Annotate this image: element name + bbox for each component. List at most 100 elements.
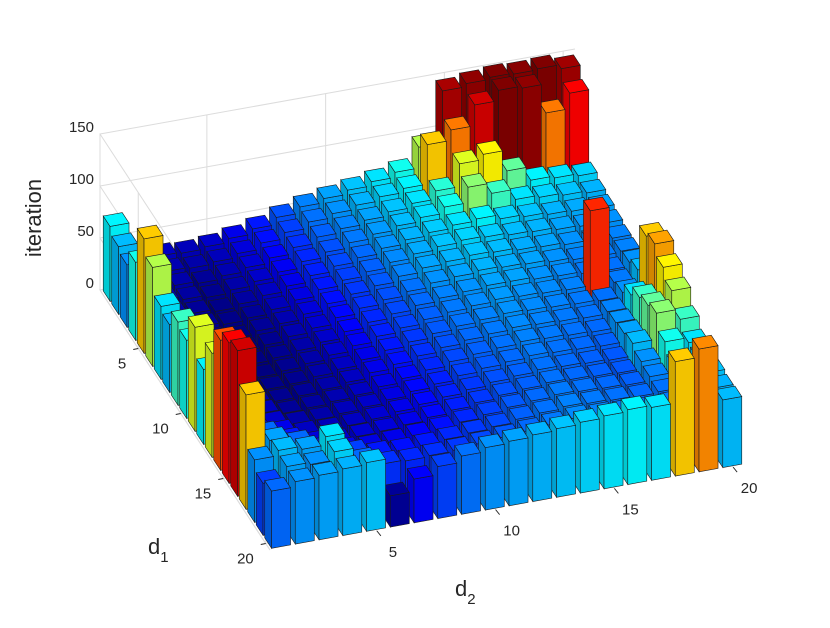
bar-top [437,425,465,440]
y-tick-label: 5 [118,355,126,372]
bar-top [340,411,368,426]
bar-top [467,388,495,404]
bar-top [277,218,305,233]
bar-top [247,445,275,461]
bar-top [542,247,570,263]
bar-side [119,253,128,329]
bar-side [145,256,153,368]
bar-top [419,130,447,145]
x-tick-label: 20 [741,480,758,497]
label-sub: 1 [160,549,168,566]
bar-top [272,309,300,325]
bar-top [370,372,398,388]
bar-top [136,224,164,240]
bar-top [469,204,497,220]
bar-top [657,327,685,343]
bar-top [547,380,575,396]
bar-top [358,257,386,273]
bar-top [492,204,520,220]
bar-side [264,479,272,550]
bar-top [301,207,329,223]
bar-top [341,228,369,244]
bar-top [287,467,315,482]
bar-top [406,464,434,480]
bar-side [179,328,187,420]
bar-top [214,261,242,277]
bar-top [369,322,397,337]
bar-front [651,403,671,481]
bar-front [722,396,743,468]
bar-top [440,298,468,313]
bar-side [213,328,221,472]
bar-top [324,199,352,214]
bar-top [559,275,587,291]
bar-top [416,305,444,320]
bar-top [414,253,442,269]
bar-top [328,303,356,319]
bar-top [330,355,358,370]
bar-top [365,220,393,235]
bar-top [460,418,488,434]
bar-top [199,283,227,298]
bar-front [674,357,695,477]
bar-top [274,356,302,372]
bar-top [431,284,459,299]
bar-top [387,158,415,173]
bar-top [296,300,324,315]
bar-top [326,437,354,453]
bar-top [647,229,675,245]
bar-top [572,408,600,423]
bar-front [532,431,553,502]
bar-top [601,346,629,361]
bar-front [579,418,600,494]
bar-top [421,441,449,456]
bar-top [268,203,296,218]
bar-top [464,291,492,307]
bar-top [263,295,291,310]
x-tick-label: 15 [622,501,639,518]
bar-front [342,465,363,536]
bar-top [229,239,257,254]
bar-top [457,326,485,341]
bar-side [247,448,255,524]
bar-top [304,314,332,329]
bar-front [294,477,315,545]
bar-top [426,370,454,385]
bar-top [306,362,334,378]
bar-top [667,347,695,362]
bar-top [627,382,655,398]
bar-top [499,156,527,172]
z-tick-label: 50 [77,223,94,240]
bar-front [698,345,719,473]
bar-top [571,377,599,392]
bar-side [136,227,145,355]
bar-top [302,261,330,277]
bar-top [494,253,522,268]
bar-top [593,331,621,347]
bar-top [448,312,476,327]
bar-top [475,140,503,155]
bar-front [556,424,576,498]
label-sub: 2 [467,591,475,608]
bar-top [197,232,225,248]
bar-top [318,422,346,438]
bar-top [303,450,331,465]
z-tick-label: 100 [69,171,94,188]
bar-front [366,458,386,532]
bar-top [253,228,281,244]
bar-top [326,252,354,267]
tick-mark [495,509,501,515]
bar-top [379,385,407,401]
bar-side [204,341,213,459]
bar-top [438,247,466,263]
bar-top [430,232,458,247]
bar-top [433,333,461,349]
bar-top [526,264,554,280]
bar-top [474,354,502,369]
bar-top [610,359,638,374]
bar-top [508,405,536,420]
bar-top [294,435,322,450]
bar-top [348,422,376,437]
bar-top [348,191,376,206]
bar-top [314,375,342,391]
